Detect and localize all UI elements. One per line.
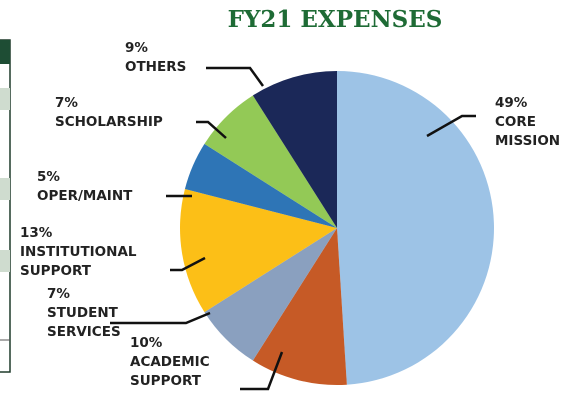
leader-line	[206, 66, 265, 87]
category-label: SUPPORT	[20, 263, 92, 279]
leader-line	[110, 311, 211, 325]
value-label: 49%	[495, 95, 528, 111]
pie-slice	[204, 95, 337, 228]
value-label: 10%	[130, 335, 163, 351]
category-label: STUDENT	[47, 305, 119, 321]
value-label: 7%	[47, 286, 70, 302]
table-row	[0, 178, 10, 200]
pie-slice	[252, 71, 337, 228]
pie-slice	[252, 228, 347, 385]
value-label: 5%	[37, 169, 60, 185]
value-label: 7%	[55, 95, 78, 111]
category-label: ACADEMIC	[130, 354, 210, 370]
category-label: SERVICES	[47, 324, 121, 340]
leader-line	[426, 114, 476, 138]
leader-line	[240, 351, 284, 391]
table-row	[0, 250, 10, 272]
category-label: MISSION	[495, 133, 560, 149]
table-row	[0, 88, 10, 110]
category-label: OPER/MAINT	[37, 188, 133, 204]
chart-title: FY21 EXPENSES	[228, 6, 443, 33]
category-label: SCHOLARSHIP	[55, 114, 163, 130]
value-label: 9%	[125, 40, 148, 56]
pie-slice	[184, 143, 337, 228]
cropped-table	[0, 39, 11, 373]
category-label: SUPPORT	[130, 373, 202, 389]
category-label: OTHERS	[125, 59, 186, 75]
leader-line	[196, 120, 227, 139]
pie-slice	[337, 71, 495, 385]
pie-slice	[204, 228, 337, 361]
pie	[180, 71, 495, 385]
pie-slice	[180, 188, 337, 313]
category-label: CORE	[495, 114, 536, 130]
leader-lines	[110, 66, 476, 391]
labels: 49% CORE MISSION 10% ACADEMIC SUPPORT 7% STUDEN…	[20, 40, 560, 389]
leader-line	[170, 256, 206, 272]
category-label: INSTITUTIONAL	[20, 244, 137, 260]
value-label: 13%	[20, 225, 53, 241]
table-header	[0, 40, 10, 64]
